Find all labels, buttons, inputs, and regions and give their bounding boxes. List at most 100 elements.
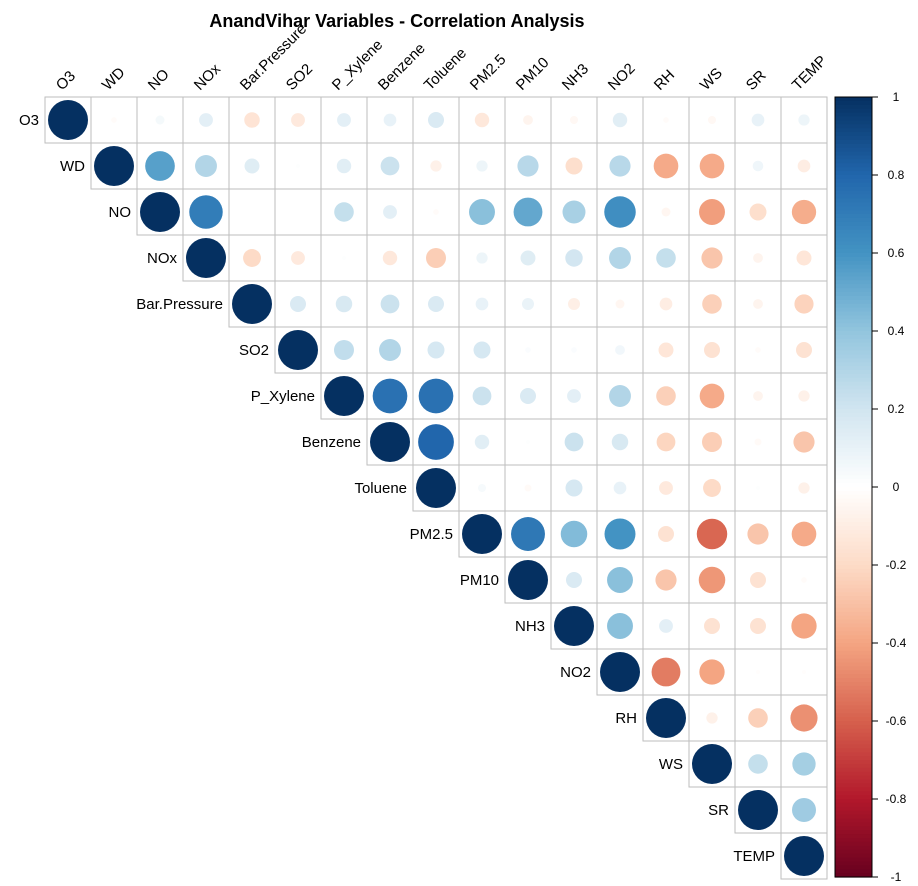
colorbar-segment: [835, 132, 872, 137]
colorbar-segment: [835, 249, 872, 254]
colorbar-segment: [835, 159, 872, 164]
row-label: NOx: [147, 250, 178, 267]
colorbar-segment: [835, 393, 872, 398]
colorbar-segment: [835, 494, 872, 500]
colorbar-segment: [835, 561, 872, 566]
colorbar-segment: [835, 151, 872, 157]
row-labels: O3 WD NO NOx Bar.Pressure SO2 P_Xylene Benzene T…: [19, 112, 775, 865]
corr-circle-NO-P_Xylene: [334, 202, 354, 222]
colorbar-segment: [835, 202, 872, 207]
colorbar-segment: [835, 108, 872, 114]
colorbar-segment: [835, 124, 872, 129]
corr-circle-WD-PM10: [517, 155, 539, 177]
colorbar-segment: [835, 280, 872, 285]
colorbar-segment: [835, 136, 872, 141]
colorbar-segment: [835, 389, 872, 394]
corr-circle-NOx-Bar.Pressure: [243, 249, 261, 267]
colorbar-segment: [835, 756, 872, 761]
corr-circle-NOx-SR: [753, 253, 763, 263]
corr-circle-Toluene-RH: [659, 481, 673, 495]
corr-circle-PM2.5-NH3: [560, 520, 588, 548]
colorbar-tick-label: 0.8: [888, 168, 905, 182]
corr-circle-NO-NOx: [189, 195, 223, 229]
corr-circle-SR-TEMP: [792, 798, 816, 822]
colorbar-segment: [835, 311, 872, 316]
colorbar-segment: [835, 799, 872, 804]
corr-circle-O3-NH3: [570, 116, 578, 124]
colorbar-segment: [835, 549, 872, 554]
corr-circle-SO2-Benzene: [379, 339, 401, 361]
colorbar-segment: [835, 350, 872, 355]
colorbar-segment: [835, 245, 872, 250]
corr-circle-PM10-NH3: [566, 572, 582, 588]
colorbar-segment: [835, 416, 872, 422]
colorbar-segment: [835, 728, 872, 734]
corr-circle-PM10-RH: [655, 569, 677, 591]
colorbar-tick-label: -0.2: [886, 558, 907, 572]
colorbar-segment: [835, 214, 872, 219]
colorbar-segment: [835, 537, 872, 543]
colorbar-segment: [835, 120, 872, 125]
colorbar-segment: [835, 627, 872, 632]
row-label: Bar.Pressure: [136, 296, 223, 313]
colorbar-segment: [835, 865, 872, 870]
corr-circle-PM10-SR: [750, 572, 766, 588]
colorbar-segment: [835, 284, 872, 289]
corr-circle-P_Xylene-Benzene: [372, 378, 408, 414]
colorbar-segment: [835, 319, 872, 324]
corr-circle-Benzene-PM10: [526, 440, 530, 444]
corr-circle-PM2.5-RH: [658, 526, 674, 542]
colorbar-segment: [835, 253, 872, 258]
colorbar-segment: [835, 112, 872, 118]
colorbar-segment: [835, 553, 872, 558]
colorbar-segment: [835, 268, 872, 274]
colorbar-segment: [835, 143, 872, 149]
corr-circle-NOx-WS: [701, 247, 723, 269]
colorbar-segment: [835, 763, 872, 769]
colorbar-segment: [835, 873, 872, 878]
colorbar-segment: [835, 178, 872, 184]
corr-circle-Bar.Pressure-Bar.Pressure: [232, 284, 272, 324]
corr-circle-SO2-NH3: [571, 347, 577, 353]
corr-circle-Benzene-WS: [702, 432, 722, 452]
colorbar-segment: [835, 194, 872, 199]
colorbar-segment: [835, 600, 872, 605]
colorbar-segment: [835, 861, 872, 866]
colorbar-segment: [835, 225, 872, 231]
colorbar-segment: [835, 292, 872, 297]
corr-circle-WS-SR: [748, 754, 768, 774]
corr-circle-NOx-Benzene: [382, 250, 398, 266]
corr-circle-NO-Toluene: [433, 209, 439, 215]
colorbar-segment: [835, 198, 872, 203]
colorbar-segment: [835, 221, 872, 227]
colorbar-segment: [835, 409, 872, 414]
colorbar-segment: [835, 787, 872, 792]
corr-circle-O3-WS: [708, 116, 716, 124]
corr-circle-O3-NO2: [612, 112, 628, 128]
colorbar-segment: [835, 346, 872, 352]
column-label: PM10: [513, 54, 553, 94]
colorbar-segment: [835, 522, 872, 527]
colorbar-segment: [835, 623, 872, 628]
colorbar-segment: [835, 592, 872, 597]
corr-circle-Benzene-RH: [656, 432, 676, 452]
colorbar-segment: [835, 557, 872, 562]
corr-circle-SO2-PM2.5: [473, 341, 491, 359]
corr-circle-O3-Bar.Pressure: [244, 112, 260, 128]
colorbar-segment: [835, 295, 872, 301]
colorbar-segment: [835, 783, 872, 788]
colorbar-segment: [835, 276, 872, 281]
corr-circle-Toluene-WS: [703, 479, 721, 497]
corr-circle-PM2.5-SR: [747, 523, 769, 545]
corr-circle-WD-PM2.5: [476, 160, 488, 172]
corr-circle-NO-NH3: [562, 200, 586, 224]
colorbar-segment: [835, 666, 872, 671]
colorbar-segment: [835, 397, 872, 402]
corr-circle-NOx-PM10: [520, 250, 536, 266]
column-label: NO: [145, 66, 173, 94]
colorbar-segment: [835, 334, 872, 340]
corr-circle-PM2.5-WS: [696, 518, 728, 550]
colorbar-segment: [835, 167, 872, 172]
colorbar-segment: [835, 510, 872, 515]
corr-circle-WD-TEMP: [797, 159, 811, 173]
